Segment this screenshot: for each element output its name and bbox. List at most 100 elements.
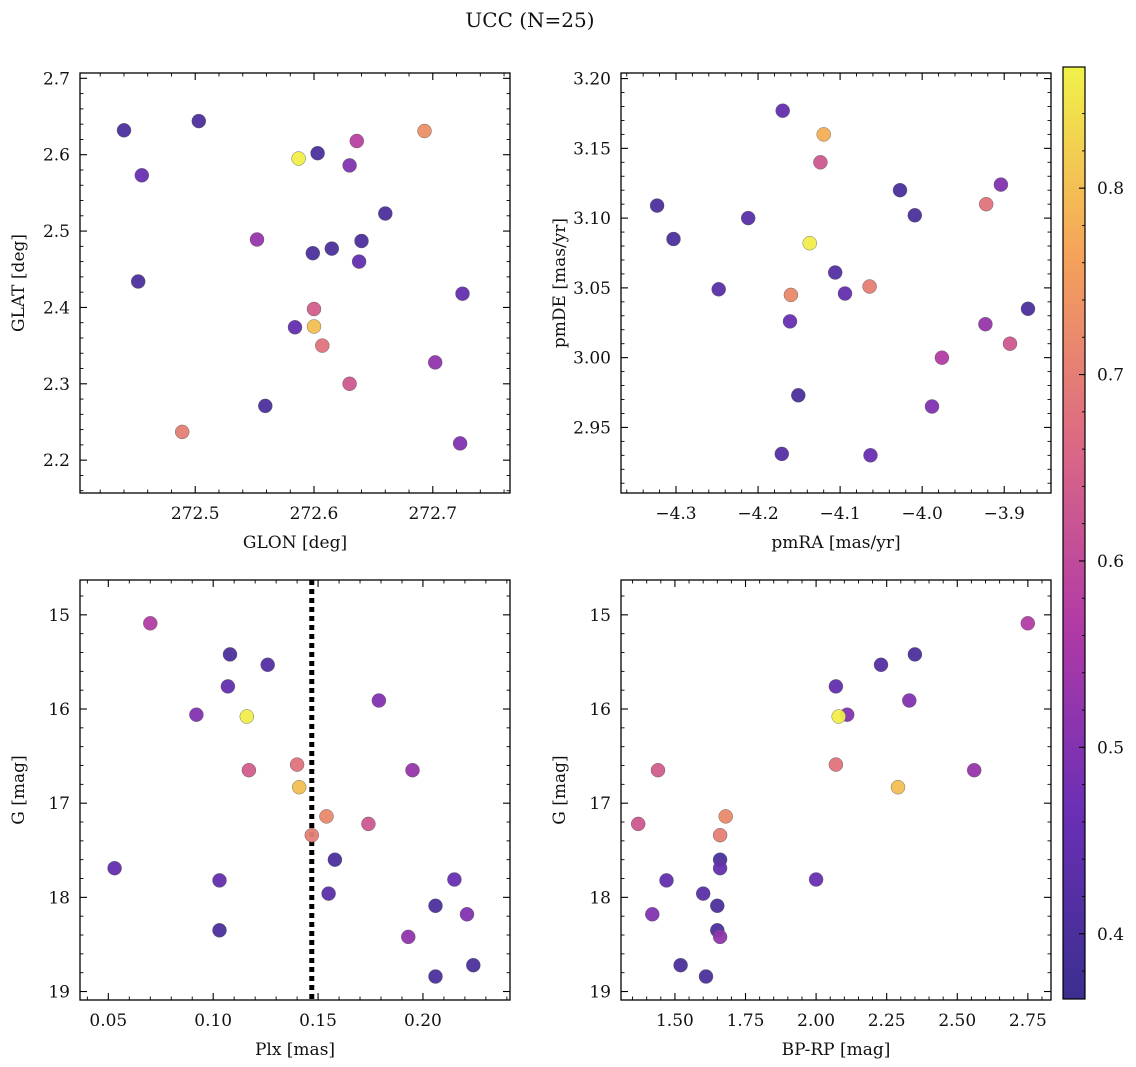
data-point bbox=[239, 709, 255, 724]
data-point bbox=[718, 809, 733, 824]
data-point bbox=[191, 113, 207, 129]
data-point bbox=[934, 350, 950, 365]
y-tick-label: 3.00 bbox=[573, 349, 611, 369]
y-tick-label: 2.6 bbox=[43, 146, 70, 166]
axes-frame bbox=[79, 579, 511, 1001]
data-point bbox=[452, 436, 468, 451]
data-point bbox=[698, 969, 714, 984]
colorbar-tick-label: 0.5 bbox=[1097, 738, 1124, 758]
data-point bbox=[305, 245, 320, 261]
data-point bbox=[712, 929, 728, 945]
data-point bbox=[371, 693, 387, 708]
data-point bbox=[782, 314, 798, 329]
data-point bbox=[650, 763, 666, 778]
colorbar-gradient bbox=[1062, 66, 1086, 1000]
data-point bbox=[116, 123, 132, 138]
data-point bbox=[645, 907, 660, 922]
colorbar-tick-label: 0.7 bbox=[1097, 366, 1124, 386]
data-point bbox=[828, 265, 843, 280]
data-point bbox=[907, 647, 923, 662]
panel-sky: 272.5 272.6 272.7 2.2 2.3 2.4 2.5 2.6 2.7 GLON [d… bbox=[9, 69, 511, 553]
data-point bbox=[890, 780, 906, 795]
data-point bbox=[902, 693, 917, 708]
data-point bbox=[342, 158, 357, 173]
x-axis-label: Plx [mas] bbox=[255, 1040, 335, 1060]
figure-title: UCC (N=25) bbox=[465, 8, 594, 32]
data-point bbox=[174, 424, 190, 440]
y-tick-label: 15 bbox=[48, 606, 70, 626]
colorbar-tick-label: 0.8 bbox=[1097, 179, 1124, 199]
data-point bbox=[189, 707, 204, 722]
data-point bbox=[808, 872, 824, 887]
data-point bbox=[342, 376, 357, 391]
data-point bbox=[979, 196, 994, 212]
y-tick-label: 3.10 bbox=[573, 209, 611, 229]
data-point bbox=[1002, 336, 1018, 351]
x-tick-label: −4.3 bbox=[655, 504, 696, 524]
data-point bbox=[428, 898, 443, 913]
data-point bbox=[466, 958, 481, 973]
x-tick-label: 272.5 bbox=[171, 504, 220, 524]
data-point bbox=[813, 155, 828, 170]
data-point bbox=[892, 182, 908, 198]
data-point bbox=[405, 763, 420, 778]
data-point bbox=[459, 907, 475, 922]
data-point bbox=[241, 763, 257, 778]
y-tick-label: 2.7 bbox=[43, 69, 70, 89]
data-point bbox=[291, 151, 306, 166]
panel-cmd: 1.50 1.75 2.00 2.25 2.50 2.75 15 16 17 18 19 BP-RP … bbox=[550, 579, 1052, 1060]
data-point bbox=[659, 873, 674, 888]
x-tick-label: 2.75 bbox=[1009, 1011, 1047, 1031]
x-axis-label: pmRA [mas/yr] bbox=[771, 533, 900, 553]
data-point bbox=[649, 198, 665, 213]
y-tick-label: 17 bbox=[589, 794, 611, 814]
data-point bbox=[134, 168, 150, 183]
x-tick-label: 0.10 bbox=[194, 1011, 232, 1031]
data-point bbox=[249, 232, 265, 247]
data-point bbox=[673, 958, 688, 973]
data-point bbox=[712, 828, 728, 843]
data-point bbox=[220, 679, 236, 694]
y-tick-label: 2.95 bbox=[573, 418, 611, 438]
panel-pm: −4.3 −4.2 −4.1 −4.0 −3.9 2.95 3.00 3.05 3.10 3.15… bbox=[550, 70, 1052, 553]
x-tick-label: −4.1 bbox=[819, 504, 860, 524]
data-point bbox=[324, 241, 339, 256]
x-tick-label: 1.75 bbox=[727, 1011, 765, 1031]
data-point bbox=[862, 279, 877, 294]
y-tick-label: 17 bbox=[48, 794, 70, 814]
data-point bbox=[791, 388, 806, 403]
data-point bbox=[417, 123, 432, 139]
y-tick-label: 2.4 bbox=[43, 298, 70, 318]
x-tick-label: 2.50 bbox=[938, 1011, 976, 1031]
data-point bbox=[351, 254, 367, 269]
data-point bbox=[631, 816, 646, 832]
data-point bbox=[212, 923, 227, 938]
data-point bbox=[287, 320, 303, 335]
data-point bbox=[802, 235, 817, 251]
y-tick-label: 2.2 bbox=[43, 451, 70, 471]
data-point bbox=[924, 399, 940, 414]
data-point bbox=[107, 861, 122, 876]
colorbar-tick-label: 0.4 bbox=[1097, 925, 1124, 945]
data-point bbox=[289, 757, 305, 772]
x-tick-label: 272.6 bbox=[290, 504, 339, 524]
y-axis-label: pmDE [mas/yr] bbox=[550, 218, 570, 348]
x-tick-label: 2.00 bbox=[797, 1011, 835, 1031]
data-point bbox=[837, 286, 853, 301]
panel-plx: 0.05 0.10 0.15 0.20 15 16 17 18 19 Plx [mas] G [ma… bbox=[9, 579, 511, 1060]
data-point bbox=[260, 657, 275, 672]
data-point bbox=[1020, 616, 1036, 631]
y-axis-label: G [mag] bbox=[550, 755, 570, 824]
data-point bbox=[783, 287, 799, 303]
data-point bbox=[354, 233, 369, 249]
x-tick-label: 0.20 bbox=[404, 1011, 442, 1031]
data-point bbox=[828, 679, 844, 694]
axes-frame bbox=[620, 579, 1052, 1001]
y-tick-label: 3.20 bbox=[573, 70, 611, 90]
x-tick-label: −4.0 bbox=[902, 504, 943, 524]
x-tick-label: 2.25 bbox=[868, 1011, 906, 1031]
data-point bbox=[712, 861, 728, 876]
x-tick-label: 0.05 bbox=[89, 1011, 127, 1031]
data-point bbox=[378, 206, 393, 221]
